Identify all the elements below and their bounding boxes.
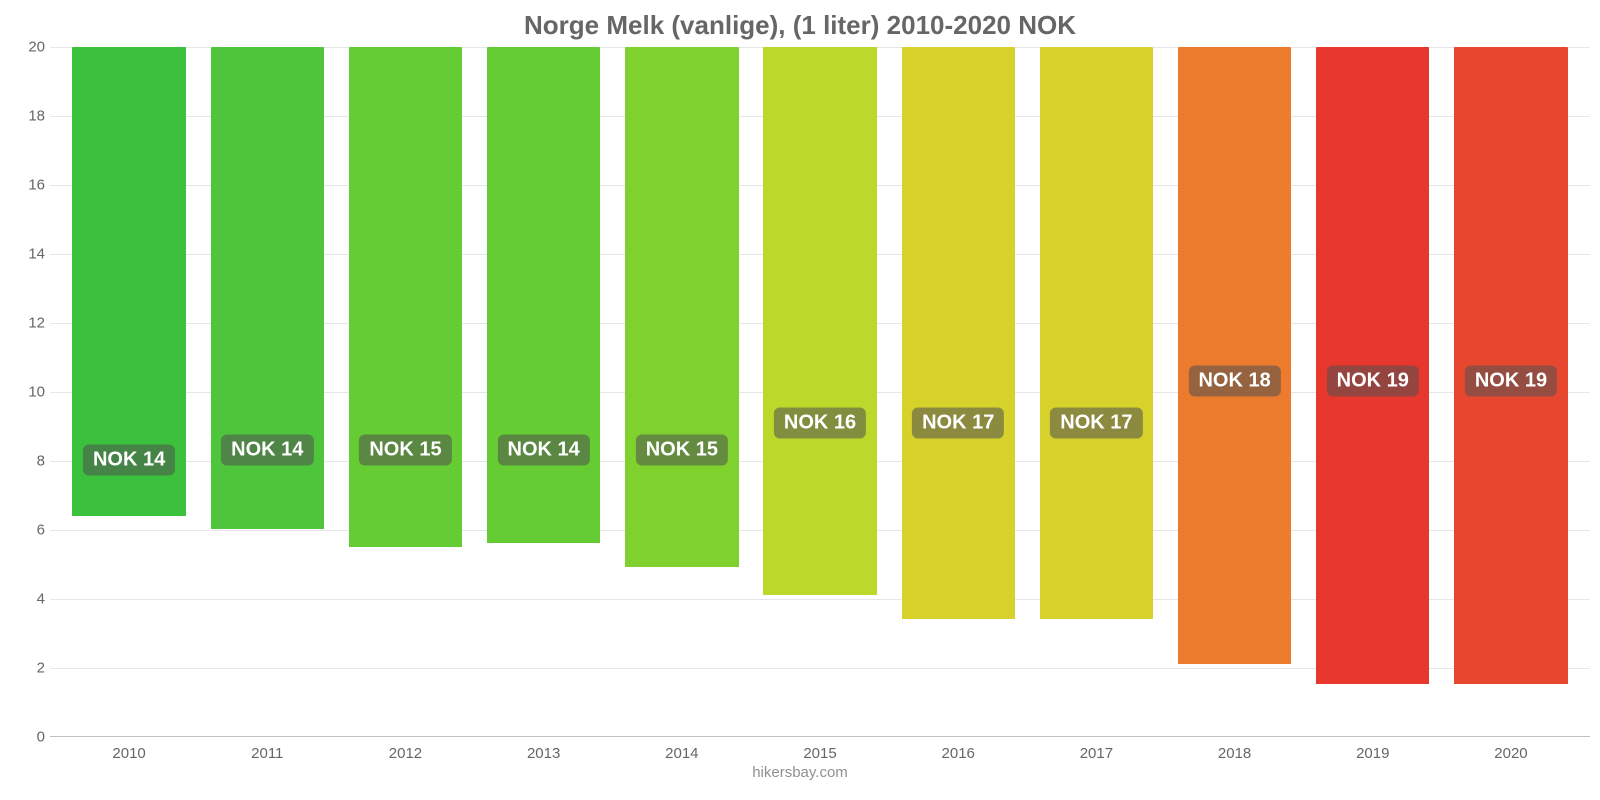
- y-tick-label: 2: [20, 660, 45, 677]
- bar: [1178, 47, 1291, 664]
- bar: [1040, 47, 1153, 619]
- bar-value-label: NOK 19: [1327, 366, 1419, 397]
- y-tick-label: 18: [20, 108, 45, 125]
- bar-value-label: NOK 14: [221, 435, 313, 466]
- x-tick-label: 2013: [475, 737, 613, 762]
- y-tick-label: 16: [20, 177, 45, 194]
- x-tick-label: 2016: [889, 737, 1027, 762]
- x-tick-label: 2017: [1027, 737, 1165, 762]
- bar-slot: NOK 14: [60, 47, 198, 736]
- y-tick-label: 6: [20, 522, 45, 539]
- bar: [763, 47, 876, 595]
- bar-value-label: NOK 18: [1188, 366, 1280, 397]
- plot-area: 02468101214161820 NOK 14NOK 14NOK 15NOK …: [50, 47, 1590, 737]
- bar-slot: NOK 18: [1166, 47, 1304, 736]
- bar-value-label: NOK 14: [498, 435, 590, 466]
- x-tick-label: 2012: [336, 737, 474, 762]
- bar-slot: NOK 19: [1304, 47, 1442, 736]
- bar-slot: NOK 17: [889, 47, 1027, 736]
- chart-container: Norge Melk (vanlige), (1 liter) 2010-202…: [0, 0, 1600, 800]
- bar-value-label: NOK 19: [1465, 366, 1557, 397]
- bar-slot: NOK 14: [198, 47, 336, 736]
- x-tick-label: 2020: [1442, 737, 1580, 762]
- y-tick-label: 4: [20, 591, 45, 608]
- x-tick-label: 2011: [198, 737, 336, 762]
- x-tick-label: 2018: [1166, 737, 1304, 762]
- bar-value-label: NOK 15: [359, 435, 451, 466]
- bar-value-label: NOK 17: [912, 407, 1004, 438]
- y-tick-label: 8: [20, 453, 45, 470]
- bar-slot: NOK 15: [336, 47, 474, 736]
- y-tick-label: 0: [20, 729, 45, 746]
- bar: [487, 47, 600, 543]
- bar-value-label: NOK 15: [636, 435, 728, 466]
- bar-value-label: NOK 17: [1050, 407, 1142, 438]
- bar-slot: NOK 19: [1442, 47, 1580, 736]
- bars-area: NOK 14 NOK 14 NOK 15 NOK 14 NOK 15 NOK 16 NOK …: [50, 47, 1590, 737]
- x-tick-label: 2015: [751, 737, 889, 762]
- x-tick-label: 2014: [613, 737, 751, 762]
- y-tick-label: 14: [20, 246, 45, 263]
- bar-value-label: NOK 14: [83, 445, 175, 476]
- bar-value-label: NOK 16: [774, 407, 866, 438]
- bar-slot: NOK 17: [1027, 47, 1165, 736]
- bar-slot: NOK 14: [475, 47, 613, 736]
- bar: [349, 47, 462, 547]
- x-tick-label: 2019: [1304, 737, 1442, 762]
- bar: [625, 47, 738, 567]
- bar: [902, 47, 1015, 619]
- chart-title: Norge Melk (vanlige), (1 liter) 2010-202…: [20, 10, 1580, 41]
- attribution-text: hikersbay.com: [20, 764, 1580, 781]
- x-tick-label: 2010: [60, 737, 198, 762]
- y-tick-label: 20: [20, 39, 45, 56]
- y-tick-label: 10: [20, 384, 45, 401]
- bar-slot: NOK 16: [751, 47, 889, 736]
- x-axis: 2010201120122013201420152016201720182019…: [50, 737, 1590, 762]
- bar-slot: NOK 15: [613, 47, 751, 736]
- y-tick-label: 12: [20, 315, 45, 332]
